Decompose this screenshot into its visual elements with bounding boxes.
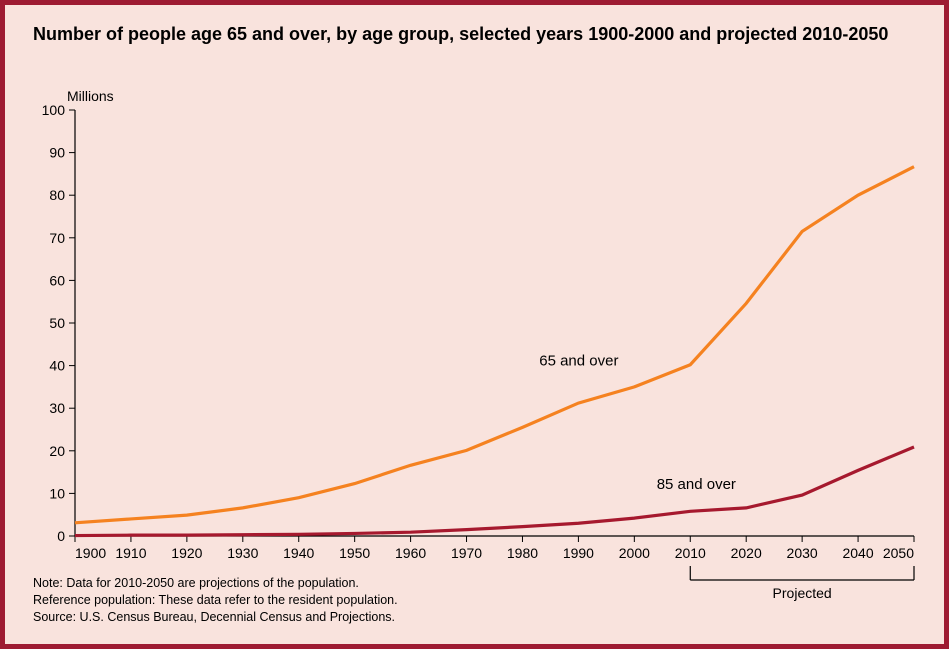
y-tick-label: 100 xyxy=(42,102,66,118)
y-tick-label: 20 xyxy=(49,443,65,459)
line-chart: 0102030405060708090100190019101920193019… xyxy=(5,5,944,644)
x-tick-label: 1940 xyxy=(283,545,314,561)
x-tick-label: 1910 xyxy=(115,545,146,561)
y-tick-label: 80 xyxy=(49,187,65,203)
x-tick-label: 1950 xyxy=(339,545,370,561)
x-tick-label: 2050 xyxy=(883,545,914,561)
projected-label: Projected xyxy=(773,585,832,601)
y-tick-label: 40 xyxy=(49,358,65,374)
y-tick-label: 60 xyxy=(49,272,65,288)
y-tick-label: 0 xyxy=(57,528,65,544)
y-tick-label: 50 xyxy=(49,315,65,331)
x-tick-label: 2010 xyxy=(675,545,706,561)
x-tick-label: 1930 xyxy=(227,545,258,561)
y-tick-label: 90 xyxy=(49,145,65,161)
y-tick-label: 30 xyxy=(49,400,65,416)
series-line xyxy=(75,167,914,523)
x-tick-label: 2040 xyxy=(842,545,873,561)
x-tick-label: 1990 xyxy=(563,545,594,561)
footnote-line: Reference population: These data refer t… xyxy=(33,592,398,609)
y-tick-label: 70 xyxy=(49,230,65,246)
x-tick-label: 2020 xyxy=(731,545,762,561)
x-tick-label: 1980 xyxy=(507,545,538,561)
x-tick-label: 2030 xyxy=(787,545,818,561)
series-line xyxy=(75,447,914,536)
x-tick-label: 1960 xyxy=(395,545,426,561)
x-tick-label: 1900 xyxy=(75,545,106,561)
chart-frame: Number of people age 65 and over, by age… xyxy=(0,0,949,649)
x-tick-label: 1970 xyxy=(451,545,482,561)
series-label: 85 and over xyxy=(657,476,736,493)
y-tick-label: 10 xyxy=(49,485,65,501)
footnote-line: Note: Data for 2010-2050 are projections… xyxy=(33,575,398,592)
footnote-line: Source: U.S. Census Bureau, Decennial Ce… xyxy=(33,609,398,626)
x-tick-label: 1920 xyxy=(171,545,202,561)
x-tick-label: 2000 xyxy=(619,545,650,561)
series-label: 65 and over xyxy=(539,353,618,370)
footnotes: Note: Data for 2010-2050 are projections… xyxy=(33,575,398,626)
